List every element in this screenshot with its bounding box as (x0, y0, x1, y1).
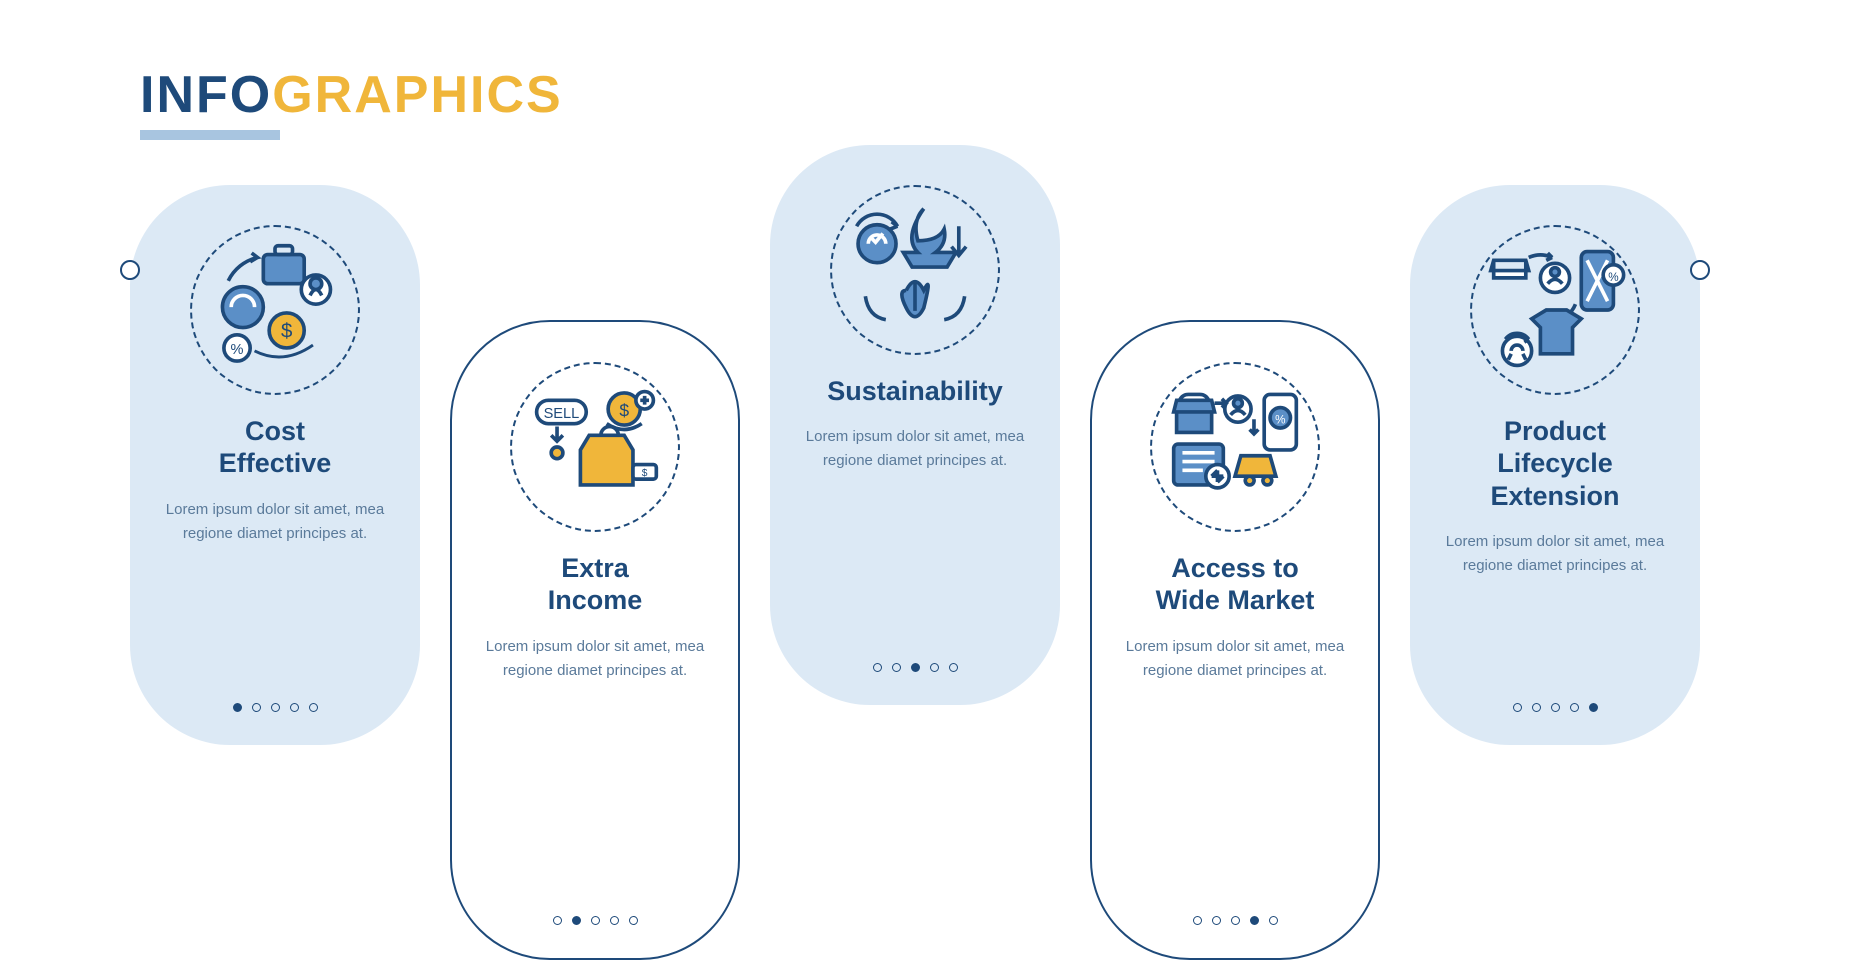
dot (233, 703, 242, 712)
pagination-dots (770, 659, 1060, 677)
card-title: ProductLifecycleExtension (1435, 415, 1675, 512)
dot (271, 703, 280, 712)
dot (949, 663, 958, 672)
card-body: Lorem ipsum dolor sit amet, mea regione … (477, 635, 713, 683)
dot (1532, 703, 1541, 712)
card-wide-market: % Access toWide Market Lorem ipsum dolor… (1090, 320, 1380, 960)
card-body: Lorem ipsum dolor sit amet, mea regione … (795, 425, 1035, 473)
svg-text:$: $ (281, 320, 293, 343)
dot (572, 916, 581, 925)
svg-text:$: $ (619, 400, 629, 420)
title-accent-bar (140, 130, 280, 140)
dot (892, 663, 901, 672)
dot (873, 663, 882, 672)
cards-row: $ % CostEffective Lorem ipsum dolor sit … (130, 145, 1730, 915)
market-icon: % (1150, 362, 1320, 532)
dot (610, 916, 619, 925)
dot (1231, 916, 1240, 925)
dot (591, 916, 600, 925)
card-title: ExtraIncome (477, 552, 713, 617)
card-title: Access toWide Market (1117, 552, 1353, 617)
dot (553, 916, 562, 925)
dot (1269, 916, 1278, 925)
dot (1551, 703, 1560, 712)
title-part2: GRAPHICS (272, 66, 562, 124)
sustain-icon (830, 185, 1000, 355)
dot (1193, 916, 1202, 925)
dot (1212, 916, 1221, 925)
dot (309, 703, 318, 712)
income-icon: SELL $ $ (510, 362, 680, 532)
dot (290, 703, 299, 712)
card-lifecycle: % ProductLifecycleExtension Lorem ipsum … (1410, 185, 1700, 745)
connector-knob (120, 260, 140, 280)
connector-knob (1690, 260, 1710, 280)
pagination-dots (1410, 699, 1700, 717)
card-cost-effective: $ % CostEffective Lorem ipsum dolor sit … (130, 185, 420, 745)
dot (252, 703, 261, 712)
dot (629, 916, 638, 925)
card-sustainability: Sustainability Lorem ipsum dolor sit ame… (770, 145, 1060, 705)
svg-text:%: % (1275, 414, 1285, 427)
card-title: CostEffective (155, 415, 395, 480)
card-title: Sustainability (795, 375, 1035, 407)
dot (1513, 703, 1522, 712)
pagination-dots (452, 912, 738, 930)
card-body: Lorem ipsum dolor sit amet, mea regione … (1117, 635, 1353, 683)
card-extra-income: SELL $ $ ExtraIncome Lorem ipsum dolor s… (450, 320, 740, 960)
lifecycle-icon: % (1470, 225, 1640, 395)
dot (1589, 703, 1598, 712)
page-title: INFOGRAPHICS (140, 65, 563, 125)
dot (930, 663, 939, 672)
dot (911, 663, 920, 672)
card-body: Lorem ipsum dolor sit amet, mea regione … (1435, 530, 1675, 578)
pagination-dots (1092, 912, 1378, 930)
cost-icon: $ % (190, 225, 360, 395)
card-body: Lorem ipsum dolor sit amet, mea regione … (155, 498, 395, 546)
dot (1570, 703, 1579, 712)
svg-text:%: % (231, 342, 244, 358)
svg-text:SELL: SELL (544, 406, 580, 422)
title-part1: INFO (140, 66, 272, 124)
svg-text:$: $ (642, 468, 648, 479)
svg-text:%: % (1608, 271, 1618, 284)
dot (1250, 916, 1259, 925)
pagination-dots (130, 699, 420, 717)
